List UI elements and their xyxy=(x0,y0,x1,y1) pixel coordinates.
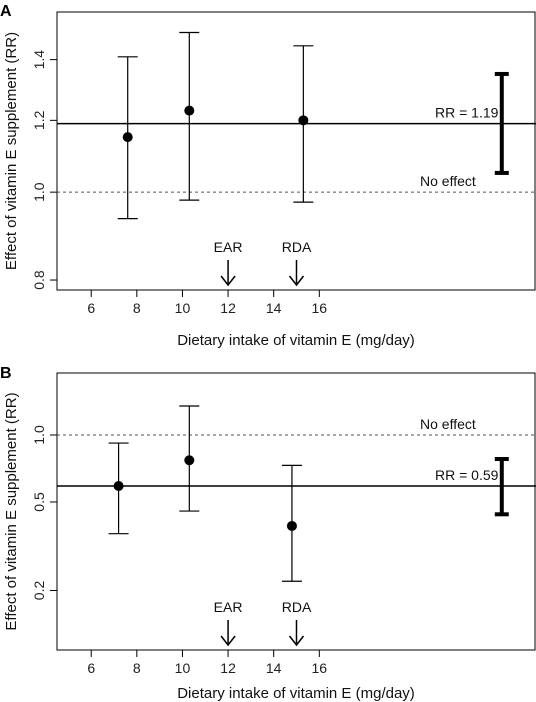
marker-arrow-head-2 xyxy=(288,275,305,287)
data-point-2 xyxy=(184,455,195,466)
y-tick-label-1.4: 1.4 xyxy=(31,50,47,70)
x-tick-label-10: 10 xyxy=(175,660,191,676)
x-tick-label-8: 8 xyxy=(133,300,141,316)
x-tick-label-16: 16 xyxy=(312,300,328,316)
x-tick-label-16: 16 xyxy=(312,660,328,676)
marker-label-ear: EAR xyxy=(214,599,243,615)
x-tick-label-12: 12 xyxy=(220,300,236,316)
marker-label-rda: RDA xyxy=(282,599,312,615)
no-effect-label: No effect xyxy=(420,173,476,189)
y-tick-label-1.0: 1.0 xyxy=(31,425,47,445)
x-tick-label-14: 14 xyxy=(266,300,282,316)
y-axis-label: Effect of vitamin E supplement (RR) xyxy=(3,32,20,270)
marker-label-ear: EAR xyxy=(214,239,243,255)
x-tick-label-10: 10 xyxy=(175,300,191,316)
chart-panel-A: A No effect RR = 1.19 EAR RDA 6 8 10 12 14 16 Dieta… xyxy=(0,3,536,349)
marker-label-rda: RDA xyxy=(282,239,312,255)
x-tick-label-8: 8 xyxy=(133,660,141,676)
pooled-rr-label: RR = 1.19 xyxy=(435,105,499,121)
panel-label: A xyxy=(0,3,12,20)
y-tick-label-1.0: 1.0 xyxy=(31,182,47,202)
marker-arrow-head-2 xyxy=(288,635,305,647)
data-point-3 xyxy=(298,115,309,126)
y-tick-label-0.2: 0.2 xyxy=(31,581,47,601)
x-axis-label: Dietary intake of vitamin E (mg/day) xyxy=(177,332,415,349)
x-axis-label: Dietary intake of vitamin E (mg/day) xyxy=(177,685,415,702)
data-point-1 xyxy=(113,480,124,491)
data-point-2 xyxy=(184,105,195,116)
data-point-3 xyxy=(286,520,297,531)
chart-panel-B: B No effect RR = 0.59 EAR RDA 6 8 10 12 14 16 Dieta… xyxy=(0,365,536,702)
x-tick-label-14: 14 xyxy=(266,660,282,676)
data-point-1 xyxy=(122,132,133,143)
marker-arrow-head-1 xyxy=(220,275,236,287)
marker-arrow-head-1 xyxy=(220,635,236,647)
y-axis-label: Effect of vitamin E supplement (RR) xyxy=(3,392,20,630)
y-tick-label-1.2: 1.2 xyxy=(31,110,47,130)
y-tick-label-0.5: 0.5 xyxy=(31,492,47,512)
no-effect-label: No effect xyxy=(420,416,476,432)
y-tick-label-0.8: 0.8 xyxy=(31,270,47,290)
pooled-rr-label: RR = 0.59 xyxy=(435,467,499,483)
x-tick-label-6: 6 xyxy=(87,300,95,316)
x-tick-label-6: 6 xyxy=(87,660,95,676)
x-tick-label-12: 12 xyxy=(220,660,236,676)
panel-label: B xyxy=(0,365,12,382)
